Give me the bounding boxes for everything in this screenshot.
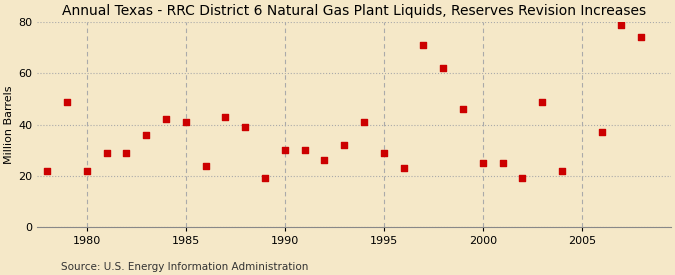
Y-axis label: Million Barrels: Million Barrels xyxy=(4,85,14,164)
Point xyxy=(101,151,112,155)
Point xyxy=(557,169,568,173)
Point xyxy=(220,115,231,119)
Point xyxy=(339,143,350,147)
Point xyxy=(121,151,132,155)
Point xyxy=(260,176,271,181)
Point xyxy=(61,99,72,104)
Point xyxy=(180,120,191,124)
Title: Annual Texas - RRC District 6 Natural Gas Plant Liquids, Reserves Revision Incre: Annual Texas - RRC District 6 Natural Ga… xyxy=(62,4,646,18)
Point xyxy=(161,117,171,122)
Point xyxy=(477,161,488,165)
Point xyxy=(418,43,429,47)
Point xyxy=(82,169,92,173)
Point xyxy=(319,158,330,163)
Point xyxy=(497,161,508,165)
Point xyxy=(616,23,627,27)
Point xyxy=(279,148,290,152)
Point xyxy=(240,125,250,129)
Point xyxy=(141,133,152,137)
Point xyxy=(379,151,389,155)
Point xyxy=(596,130,607,134)
Point xyxy=(537,99,547,104)
Point xyxy=(636,35,647,40)
Point xyxy=(299,148,310,152)
Point xyxy=(358,120,369,124)
Point xyxy=(200,163,211,168)
Point xyxy=(458,107,468,111)
Point xyxy=(42,169,53,173)
Text: Source: U.S. Energy Information Administration: Source: U.S. Energy Information Administ… xyxy=(61,262,308,272)
Point xyxy=(517,176,528,181)
Point xyxy=(438,66,449,70)
Point xyxy=(398,166,409,170)
